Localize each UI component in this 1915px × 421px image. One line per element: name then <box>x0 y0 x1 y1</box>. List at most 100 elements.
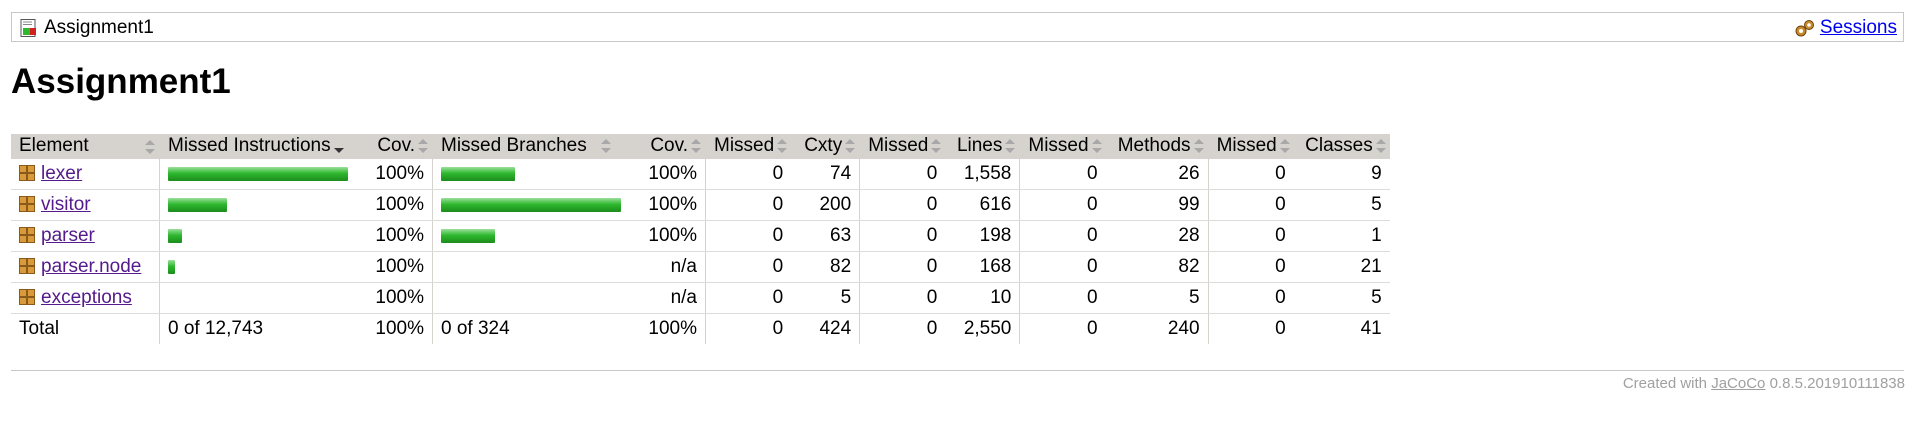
table-header-row: Element Missed Instructions Cov. Missed … <box>11 134 1390 159</box>
sort-icon <box>777 138 788 153</box>
col-missed-instructions-header[interactable]: Missed Instructions <box>159 134 356 159</box>
total-missed-branches: 0 of 324 <box>432 313 629 344</box>
sort-icon <box>418 138 428 153</box>
total-branches-cov: 100% <box>648 318 697 339</box>
missed-cxty: 0 <box>705 158 792 190</box>
branches-cov: 100% <box>629 220 706 252</box>
missed-methods: 0 <box>1019 189 1106 221</box>
package-icon <box>19 258 35 274</box>
instructions-bar-cell <box>159 220 356 252</box>
col-missed-cxty-header[interactable]: Missed <box>705 134 792 159</box>
package-cell: parser <box>11 220 160 252</box>
coverage-bar <box>168 259 175 274</box>
lines: 616 <box>945 189 1020 221</box>
branches-bar-cell <box>432 189 629 221</box>
table-row: exceptions 100% n/a 0 5 0 10 0 5 0 5 <box>11 282 1390 314</box>
col-missed-classes-header[interactable]: Missed <box>1207 134 1294 159</box>
total-label: Total <box>19 318 60 339</box>
classes: 5 <box>1293 189 1390 221</box>
col-instructions-cov-header[interactable]: Cov. <box>356 134 433 159</box>
total-lines: 2,550 <box>963 318 1012 339</box>
classes: 21 <box>1293 251 1390 283</box>
sort-icon <box>931 138 942 153</box>
classes: 9 <box>1293 158 1390 190</box>
package-link[interactable]: parser.node <box>41 256 142 277</box>
missed-classes: 0 <box>1207 189 1294 221</box>
methods: 99 <box>1105 189 1209 221</box>
missed-cxty: 0 <box>705 282 792 314</box>
total-methods: 240 <box>1167 318 1200 339</box>
missed-cxty: 0 <box>705 251 792 283</box>
branches-cov: n/a <box>629 251 706 283</box>
package-cell: lexer <box>11 158 160 190</box>
branches-cov: 100% <box>629 158 706 190</box>
sort-icon <box>1193 138 1204 153</box>
total-missed-instructions: 0 of 12,743 <box>159 313 356 344</box>
instructions-bar-cell <box>159 282 356 314</box>
col-cxty-header[interactable]: Cxty <box>791 134 860 159</box>
package-link[interactable]: exceptions <box>41 287 132 308</box>
missed-methods: 0 <box>1019 220 1106 252</box>
branches-bar-cell <box>432 220 629 252</box>
sessions-link-container: Sessions <box>1794 17 1897 39</box>
instructions-cov: 100% <box>356 158 433 190</box>
total-classes: 41 <box>1360 318 1382 339</box>
instructions-cov: 100% <box>356 189 433 221</box>
coverage-bar <box>168 228 182 243</box>
cxty: 200 <box>791 189 860 221</box>
package-cell: visitor <box>11 189 160 221</box>
col-missed-lines-header[interactable]: Missed <box>859 134 946 159</box>
coverage-table: Element Missed Instructions Cov. Missed … <box>11 134 1390 344</box>
missed-lines: 0 <box>859 189 946 221</box>
cxty: 63 <box>791 220 860 252</box>
coverage-bar <box>168 166 348 181</box>
sessions-link[interactable]: Sessions <box>1819 17 1897 38</box>
col-missed-branches-header[interactable]: Missed Branches <box>432 134 629 159</box>
cxty: 82 <box>791 251 860 283</box>
table-row: lexer 100% 100% 0 74 0 1,558 0 26 0 9 <box>11 158 1390 190</box>
table-row: visitor 100% 100% 0 200 0 616 0 99 0 5 <box>11 189 1390 221</box>
col-missed-methods-header[interactable]: Missed <box>1019 134 1106 159</box>
coverage-bar <box>168 197 227 212</box>
footer-version: 0.8.5.201910111838 <box>1769 375 1905 392</box>
package-icon <box>19 165 35 181</box>
sort-desc-icon <box>333 138 344 153</box>
missed-classes: 0 <box>1207 220 1294 252</box>
lines: 168 <box>945 251 1020 283</box>
package-link[interactable]: visitor <box>41 194 91 215</box>
classes: 5 <box>1293 282 1390 314</box>
methods: 26 <box>1105 158 1209 190</box>
methods: 28 <box>1105 220 1209 252</box>
total-missed-methods: 0 <box>1019 313 1106 344</box>
col-classes-header[interactable]: Classes <box>1293 134 1390 159</box>
breadcrumb-report: Assignment1 <box>20 17 154 39</box>
package-link[interactable]: parser <box>41 225 95 246</box>
jacoco-link[interactable]: JaCoCo <box>1711 375 1766 392</box>
instructions-bar-cell <box>159 251 356 283</box>
sessions-icon <box>1794 19 1816 38</box>
missed-lines: 0 <box>859 220 946 252</box>
package-cell: exceptions <box>11 282 160 314</box>
branches-cov: 100% <box>629 189 706 221</box>
col-lines-header[interactable]: Lines <box>945 134 1020 159</box>
total-missed-lines: 0 <box>859 313 946 344</box>
methods: 5 <box>1105 282 1209 314</box>
package-link[interactable]: lexer <box>41 163 83 184</box>
missed-cxty: 0 <box>705 220 792 252</box>
instructions-cov: 100% <box>356 282 433 314</box>
footer-divider <box>11 370 1904 371</box>
footer-prefix: Created with <box>1622 375 1708 392</box>
table-row: parser 100% 100% 0 63 0 198 0 28 0 1 <box>11 220 1390 252</box>
lines: 198 <box>945 220 1020 252</box>
cxty: 74 <box>791 158 860 190</box>
lines: 1,558 <box>945 158 1020 190</box>
col-methods-header[interactable]: Methods <box>1105 134 1209 159</box>
package-icon <box>19 196 35 212</box>
breadcrumb-report-label: Assignment1 <box>44 17 154 38</box>
total-instructions-cov: 100% <box>375 318 424 339</box>
page-title: Assignment1 <box>11 62 231 101</box>
col-branches-cov-header[interactable]: Cov. <box>629 134 706 159</box>
sort-icon <box>1279 138 1290 153</box>
col-element-header[interactable]: Element <box>11 134 160 159</box>
total-missed-cxty: 0 <box>705 313 792 344</box>
